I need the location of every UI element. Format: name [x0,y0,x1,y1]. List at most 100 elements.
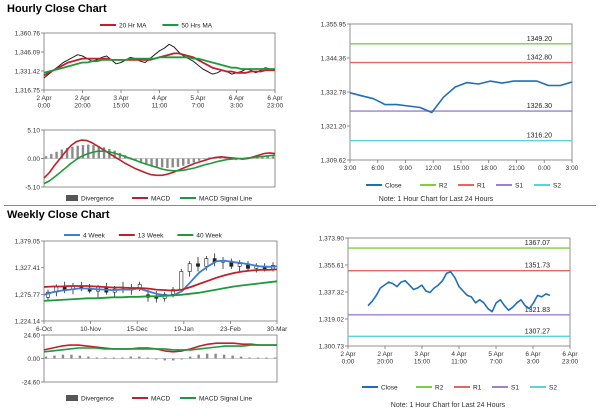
divergence-bar [134,158,137,160]
legend-label: S1 [515,183,523,190]
divergence-bar [172,358,175,361]
x-tick-label: 6 Apr 3:00 [525,351,541,366]
candle-body [237,263,242,267]
divergence-bar [166,158,169,168]
divergence-bar [44,156,48,159]
y-tick-label: -5.10 [25,185,40,192]
divergence-bar [248,357,251,359]
x-tick-label: 2 Apr 0:00 [36,95,52,110]
plot-frame [43,240,278,322]
x-tick-label: 6 Apr 23:00 [562,351,579,366]
y-tick-label: 1,373.90 [319,236,345,243]
legend-label: MACD Signal Line [199,196,252,203]
legend-label: MACD [151,196,170,203]
x-tick-label: 5 Apr 7:00 [488,351,504,366]
y-tick-label: 0.00 [27,156,40,163]
divergence-bar [146,357,149,359]
divergence-bar [129,356,133,359]
hourly-pivot-chart: 1,355.95 1,344.36 1,332.78 1,321.20 1,309.62… [321,22,579,190]
hourly-charts: 1,360.76 1,346.09 1,331.42 1,316.752 Apr 0:0… [15,22,579,204]
divergence-bar [71,146,74,159]
divergence-bar [55,151,58,159]
legend-label: R2 [439,183,448,190]
ma-line [43,280,278,302]
legend-label: 4 Week [83,233,106,240]
divergence-bar [231,355,234,359]
divergence-bar [160,158,164,168]
divergence-bar [61,354,65,359]
x-tick-label: 6:00 [371,165,384,172]
candle-body [154,297,159,299]
pivot-level-label: 1342.80 [527,55,552,62]
divergence-bar [60,149,64,159]
x-tick-label: 15:00 [453,165,470,172]
divergence-bar [50,154,53,159]
divergence-bar [78,355,82,359]
y-tick-label: 0.00 [27,356,40,363]
section-divider [4,205,596,206]
x-tick-label: 30-Mar [267,326,288,333]
divergence-bar [155,158,159,167]
y-tick-label: 1,275.77 [15,292,41,299]
y-tick-label: 1,379.05 [15,239,41,246]
legend-label: R2 [435,385,444,392]
section-title: Hourly Close Chart [7,3,107,15]
legend-swatch [66,395,78,401]
y-tick-label: 24.60 [24,333,41,340]
candle-body [171,289,175,295]
legend-label: 20 Hr MA [119,23,147,30]
pivot-level-label: 1307.27 [525,328,550,335]
y-tick-label: 1,344.36 [321,56,347,63]
legend-label: S2 [549,385,557,392]
weekly-macd-chart: 24.60 0.00 -24.60 Divergence MACD MACD Signal… [22,333,278,403]
chart-note: Note: 1 Hour Chart for Last 24 Hours [391,402,506,409]
pivot-level-label: 1321.83 [525,307,550,314]
pivot-level-label: 1316.20 [527,133,552,140]
legend-label: S1 [511,385,519,392]
macd-line [43,342,277,353]
y-tick-label: 1,300.73 [319,344,345,351]
ma-line [43,268,278,292]
weekly-price-chart: 1,379.05 1,327.41 1,275.77 1,224.146-Oct 10-… [15,233,288,334]
close-line [367,271,551,313]
y-tick-label: -24.60 [22,380,41,387]
legend-label: S2 [553,183,561,190]
chart-note: Note: 1 Hour Chart for Last 24 Hours [379,196,494,203]
divergence-bar [53,355,56,359]
divergence-bar [70,354,73,359]
x-tick-label: 6-Oct [36,326,52,333]
ma-line [43,56,275,74]
divergence-bar [150,158,153,166]
divergence-bar [176,158,180,167]
x-tick-label: 12:00 [425,165,442,172]
macd-line [43,344,277,353]
x-tick-label: 2 Apr 20:00 [74,95,91,110]
legend-label: Close [381,385,398,392]
legend-label: Divergence [81,196,114,203]
divergence-bar [87,356,90,359]
y-tick-label: 1,332.78 [321,90,347,97]
legend-label: MACD Signal Line [199,396,252,403]
divergence-bar [192,158,196,163]
x-tick-label: 3 Apr 15:00 [414,351,431,366]
y-tick-label: 5.10 [27,128,40,135]
y-tick-label: 1,309.62 [321,158,347,165]
y-tick-label: 1,355.95 [321,22,347,29]
divergence-bar [118,152,122,159]
x-tick-label: 5 Apr 7:00 [190,95,206,110]
y-tick-label: 1,224.14 [15,319,41,326]
y-tick-label: 1,321.20 [321,124,347,131]
weekly-charts: 1,379.05 1,327.41 1,275.77 1,224.146-Oct 10-… [15,233,579,410]
legend-label: R1 [473,385,482,392]
candle-body [187,263,192,272]
divergence-bar [219,157,222,159]
x-tick-label: 4 Apr 11:00 [152,95,168,110]
y-tick-label: 1,337.32 [319,289,345,296]
x-tick-label: 9:00 [399,165,412,172]
divergence-bar [65,147,69,159]
legend-label: 13 Week [138,233,164,240]
pivot-level-label: 1326.30 [527,103,552,110]
x-tick-label: 4 Apr 11:00 [451,351,467,366]
divergence-bar [187,158,190,165]
divergence-bar [265,357,268,359]
